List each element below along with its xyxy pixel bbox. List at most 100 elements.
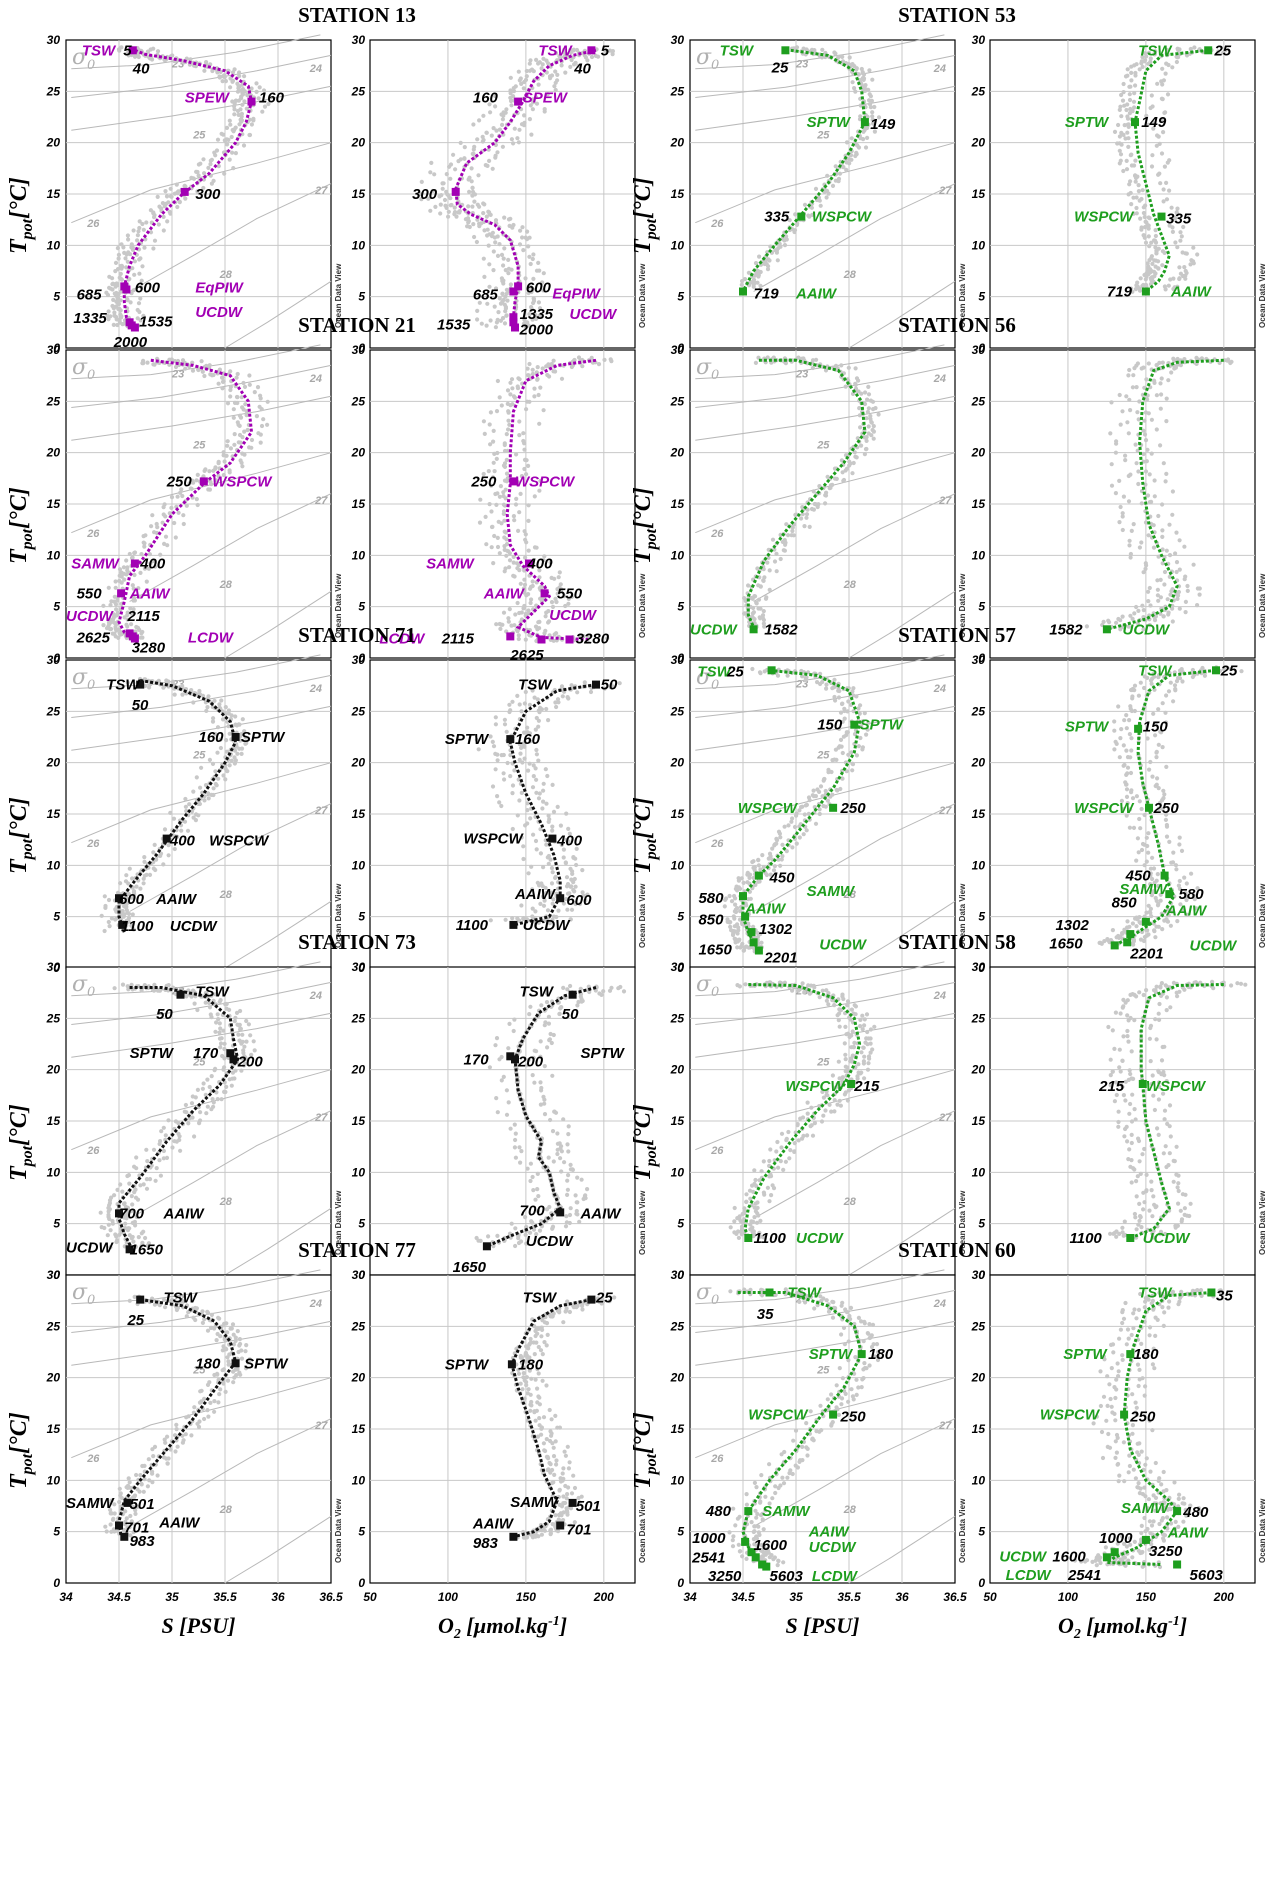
background-point — [476, 747, 481, 752]
background-point — [247, 373, 252, 378]
background-point — [535, 365, 540, 370]
background-point — [1140, 64, 1145, 69]
station-title: STATION 53 — [898, 3, 1016, 27]
y-tick-label: 15 — [47, 497, 61, 511]
background-point — [800, 804, 805, 809]
background-point — [1135, 410, 1140, 415]
background-point — [158, 552, 163, 557]
background-point — [846, 699, 851, 704]
background-point — [497, 551, 502, 556]
annotation-label: UCDW — [195, 304, 243, 321]
background-point — [493, 240, 498, 245]
background-point — [206, 791, 211, 796]
background-point — [851, 460, 856, 466]
background-point — [180, 493, 185, 499]
background-point — [510, 826, 515, 832]
background-point — [1126, 373, 1131, 378]
depth-marker — [199, 477, 208, 486]
background-point — [488, 212, 493, 217]
background-point — [868, 94, 874, 99]
background-point — [810, 212, 815, 217]
annotation-label: UCDW — [819, 936, 867, 953]
background-point — [1144, 835, 1149, 840]
background-point — [506, 1100, 511, 1105]
background-point — [1147, 258, 1152, 263]
background-point — [602, 686, 607, 691]
background-point — [1173, 240, 1178, 245]
background-point — [750, 859, 755, 865]
background-point — [832, 694, 837, 700]
background-point — [183, 804, 188, 809]
annotation-label: 2000 — [519, 322, 554, 339]
background-point — [1160, 263, 1165, 268]
background-point — [452, 205, 457, 210]
background-point — [216, 164, 221, 169]
y-tick-label: 20 — [351, 756, 366, 770]
y-tick-label: 30 — [47, 343, 61, 357]
background-point — [504, 542, 510, 547]
background-point — [173, 1119, 178, 1124]
background-point — [481, 419, 486, 424]
y-tick-label: 10 — [671, 548, 685, 562]
y-axis-label-main: T — [6, 548, 32, 564]
annotation-label: SPEW — [185, 89, 231, 106]
background-point — [762, 261, 767, 267]
background-point — [222, 1046, 227, 1052]
background-point — [132, 1164, 137, 1169]
background-point — [515, 813, 520, 818]
background-point — [426, 196, 431, 201]
background-point — [572, 62, 577, 67]
background-point — [602, 357, 607, 362]
background-point — [1172, 358, 1177, 363]
background-point — [486, 243, 491, 248]
background-point — [210, 373, 215, 378]
background-point — [728, 924, 733, 930]
background-point — [508, 774, 513, 779]
background-point — [500, 291, 505, 296]
background-point — [522, 529, 527, 534]
background-point — [859, 724, 864, 729]
background-point — [530, 1174, 535, 1180]
background-point — [131, 890, 137, 895]
background-point — [507, 551, 512, 556]
background-point — [1143, 566, 1148, 572]
background-point — [601, 989, 606, 994]
y-tick-label: 15 — [47, 187, 61, 201]
background-point — [225, 439, 230, 444]
y-tick-label: 5 — [978, 290, 985, 304]
background-point — [440, 181, 445, 186]
depth-marker — [128, 46, 137, 55]
background-point — [1128, 704, 1133, 709]
background-point — [526, 373, 531, 378]
background-point — [854, 150, 859, 155]
background-point — [202, 373, 207, 379]
y-tick-label: 30 — [972, 33, 986, 47]
background-point — [534, 638, 539, 644]
y-tick-label: 30 — [972, 653, 986, 667]
background-point — [472, 199, 477, 204]
background-point — [805, 507, 810, 512]
background-point — [537, 60, 542, 65]
background-point — [517, 510, 522, 515]
background-point — [566, 1124, 571, 1129]
background-point — [1177, 538, 1182, 543]
background-point — [534, 57, 539, 63]
background-point — [185, 828, 191, 833]
background-point — [1112, 747, 1117, 752]
y-tick-label: 5 — [358, 1217, 365, 1231]
background-point — [580, 364, 585, 369]
annotation-label: 200 — [237, 1053, 264, 1070]
isopycnal-line — [224, 590, 332, 659]
background-point — [772, 559, 778, 564]
background-point — [520, 235, 525, 240]
background-point — [1148, 910, 1153, 916]
background-point — [130, 245, 135, 250]
background-point — [147, 872, 153, 878]
background-point — [497, 800, 502, 805]
background-point — [549, 1040, 554, 1046]
background-point — [517, 433, 522, 438]
background-point — [857, 406, 862, 411]
background-point — [542, 554, 547, 559]
background-point — [117, 318, 122, 323]
